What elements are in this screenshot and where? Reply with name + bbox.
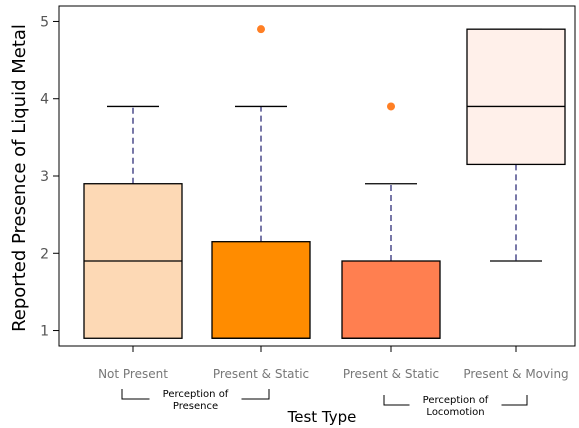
bracket-right	[501, 395, 528, 406]
box-group	[466, 28, 566, 262]
x-tick-label: Not Present	[98, 367, 168, 381]
x-axis: Not Present Present & Static Present & Sta…	[98, 346, 569, 381]
y-axis-title: Reported Presence of Liquid Metal	[9, 24, 30, 332]
x-tick-label: Present & Static	[343, 367, 439, 381]
x-axis-title: Test Type	[287, 408, 357, 426]
box-group	[211, 25, 311, 339]
bracket-right	[241, 389, 270, 400]
group-label-line1: Perception of	[423, 395, 489, 406]
bracket-left	[383, 395, 410, 406]
box-group	[83, 105, 183, 339]
group-label-line2: Presence	[173, 401, 218, 412]
x-tick-label: Present & Moving	[463, 367, 568, 381]
y-tick-label: 4	[40, 92, 49, 108]
box-iqr	[211, 241, 311, 339]
bracket-left	[121, 389, 150, 400]
y-tick-label: 2	[40, 246, 49, 262]
group-label-line2: Locomotion	[426, 407, 484, 418]
y-axis: 1 2 3 4 5	[40, 14, 59, 340]
y-tick-label: 3	[40, 169, 49, 185]
y-tick-label: 5	[40, 14, 49, 30]
y-tick-label: 1	[40, 324, 49, 340]
group-label-line1: Perception of	[163, 389, 229, 400]
box-iqr	[466, 28, 566, 166]
outlier-point	[387, 102, 395, 111]
box-iqr	[341, 260, 441, 339]
outlier-point	[257, 25, 265, 34]
x-tick-label: Present & Static	[213, 367, 309, 381]
box-group	[341, 102, 441, 339]
boxes-layer	[83, 25, 566, 339]
